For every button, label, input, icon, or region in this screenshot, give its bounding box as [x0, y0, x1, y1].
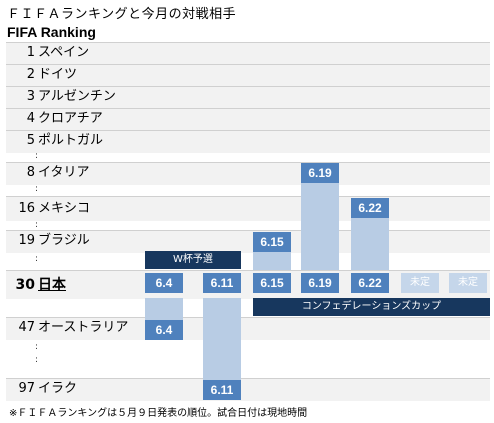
opponent-match-date-italy: 6.19 — [301, 163, 339, 183]
japan-match-date: 6.22 — [351, 273, 389, 293]
rank-number: 1 — [26, 45, 35, 60]
team-name: メキシコ — [38, 201, 91, 216]
confederations-cup-banner: コンフェデレーションズカップ — [253, 298, 490, 316]
ranking-row: 47 オーストラリア — [6, 317, 490, 340]
japan-match-date-tbd: 未定 — [449, 273, 487, 293]
ranking-row: 97 イラク — [6, 378, 490, 401]
japan-match-date: 6.11 — [203, 273, 241, 293]
ellipsis-mark: : — [35, 184, 39, 194]
world-cup-qualifier-banner: W杯予選 — [145, 251, 241, 269]
ranking-row: 3 アルゼンチン — [6, 86, 490, 109]
ranking-row: 19 ブラジル — [6, 230, 490, 253]
ranking-row: 1 スペイン — [6, 42, 490, 65]
ranking-row: 8 イタリア — [6, 162, 490, 185]
rank-number: 2 — [26, 67, 35, 82]
page-title: ＦＩＦＡランキングと今月の対戦相手 — [7, 7, 237, 22]
team-name: ブラジル — [38, 233, 90, 248]
japan-match-date: 6.4 — [145, 273, 183, 293]
team-name: イラク — [38, 381, 78, 396]
ranking-row: 2 ドイツ — [6, 64, 490, 87]
team-name: ポルトガル — [38, 133, 104, 148]
ellipsis-mark: : — [35, 342, 39, 352]
team-name: 日本 — [38, 277, 66, 293]
japan-match-date-tbd: 未定 — [401, 273, 439, 293]
team-name: オーストラリア — [38, 320, 129, 335]
ellipsis-mark: : — [35, 151, 39, 161]
rank-number: 47 — [18, 320, 35, 335]
rank-number: 4 — [26, 111, 35, 126]
ranking-heading: FIFA Ranking — [7, 24, 96, 40]
opponent-match-date-brazil: 6.15 — [253, 232, 291, 252]
team-name: クロアチア — [38, 111, 103, 126]
opponent-match-date-australia: 6.4 — [145, 320, 183, 340]
ranking-row: 16 メキシコ — [6, 196, 490, 221]
ranking-row: 5 ポルトガル — [6, 130, 490, 153]
ellipsis-mark: : — [35, 220, 39, 230]
rank-number: 19 — [18, 233, 35, 248]
rank-number: 5 — [26, 133, 35, 148]
rank-number: 3 — [26, 89, 35, 104]
japan-match-date: 6.19 — [301, 273, 339, 293]
ranking-row: 4 クロアチア — [6, 108, 490, 131]
footnote: ※ＦＩＦＡランキングは５月９日発表の順位。試合日付は現地時間 — [9, 408, 308, 419]
rank-number: 8 — [26, 165, 35, 180]
opponent-match-date-mexico: 6.22 — [351, 198, 389, 218]
rank-number: 16 — [18, 201, 35, 216]
japan-match-date: 6.15 — [253, 273, 291, 293]
team-name: イタリア — [38, 165, 90, 180]
rank-number: 30 — [15, 277, 35, 293]
opponent-match-date-iraq: 6.11 — [203, 380, 241, 400]
ellipsis-mark: : — [35, 254, 39, 264]
ellipsis-mark: : — [35, 355, 39, 365]
team-name: スペイン — [38, 45, 90, 60]
rank-number: 97 — [18, 381, 35, 396]
team-name: ドイツ — [38, 67, 78, 82]
team-name: アルゼンチン — [38, 89, 116, 104]
